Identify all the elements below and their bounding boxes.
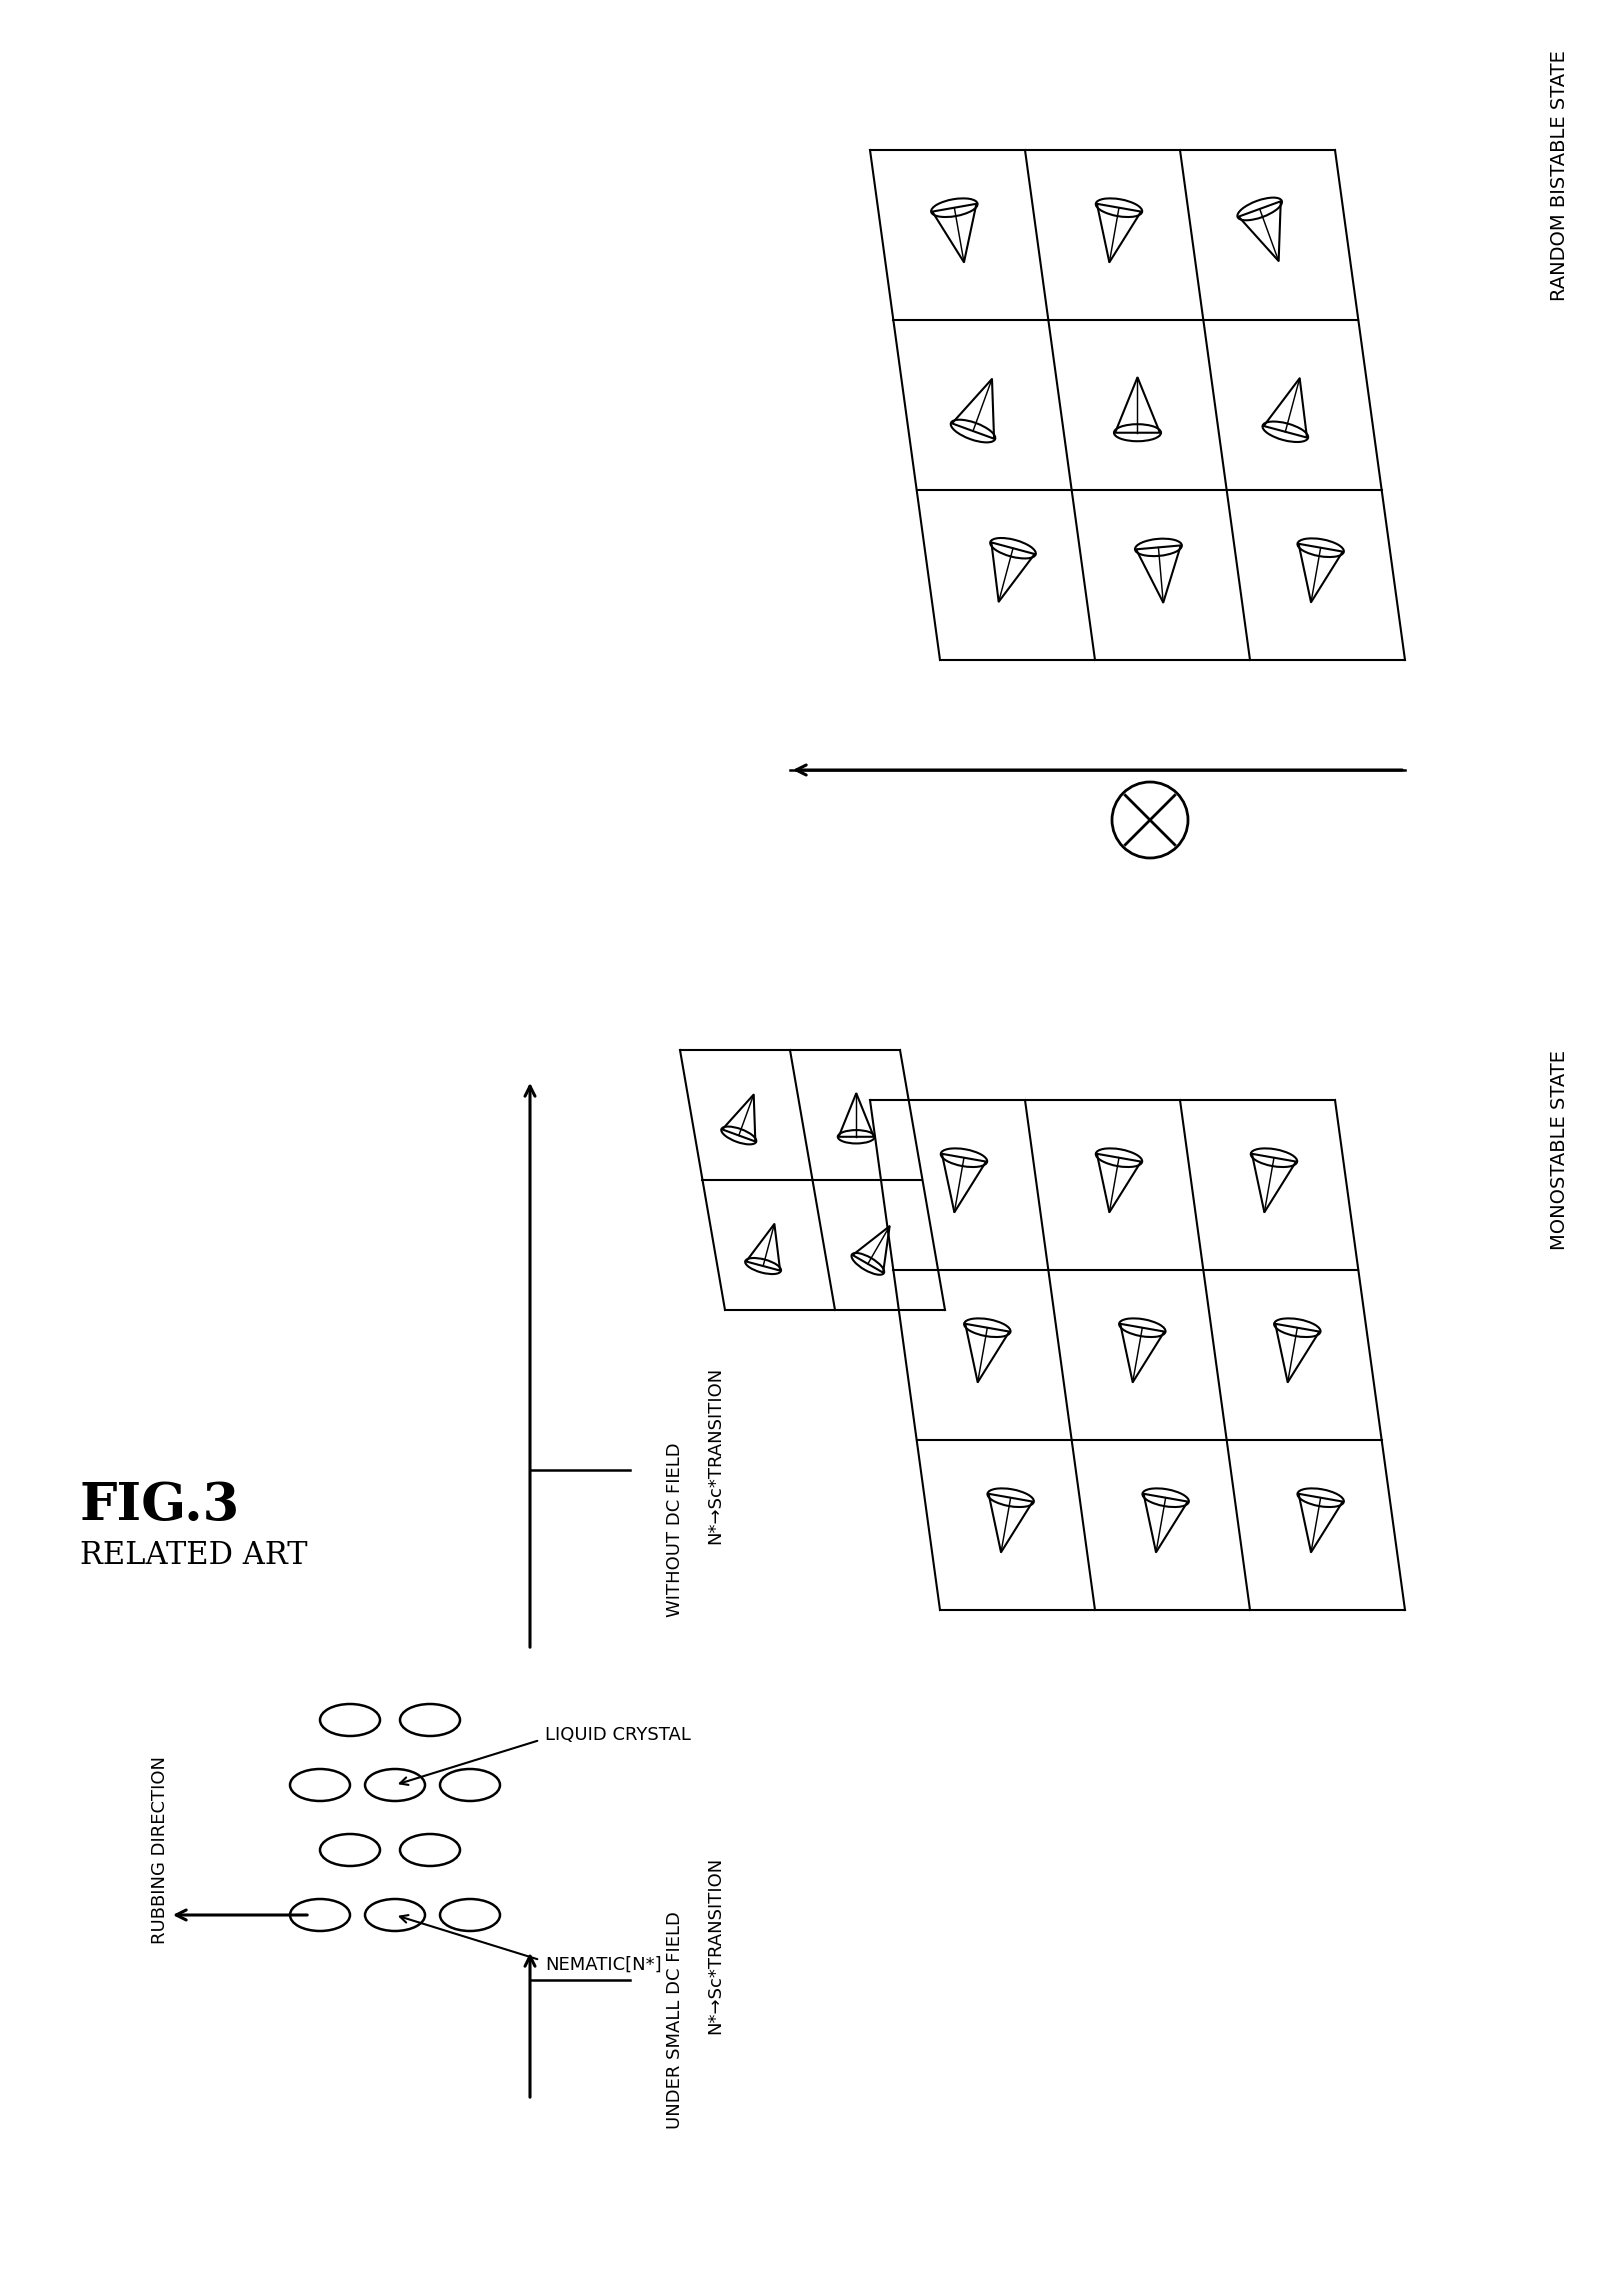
Text: RELATED ART: RELATED ART <box>81 1541 308 1571</box>
Text: NEMATIC[N*]: NEMATIC[N*] <box>546 1956 662 1974</box>
Text: RANDOM BISTABLE STATE: RANDOM BISTABLE STATE <box>1551 50 1569 300</box>
Text: RUBBING DIRECTION: RUBBING DIRECTION <box>152 1756 169 1944</box>
Text: FIG.3: FIG.3 <box>81 1479 240 1532</box>
Text: MONOSTABLE STATE: MONOSTABLE STATE <box>1551 1050 1569 1250</box>
Text: N*→Sc*TRANSITION: N*→Sc*TRANSITION <box>705 1857 725 2034</box>
Text: LIQUID CRYSTAL: LIQUID CRYSTAL <box>546 1727 691 1745</box>
Text: N*→Sc*TRANSITION: N*→Sc*TRANSITION <box>705 1367 725 1543</box>
Text: WITHOUT DC FIELD: WITHOUT DC FIELD <box>667 1442 684 1617</box>
Text: UNDER SMALL DC FIELD: UNDER SMALL DC FIELD <box>667 1910 684 2128</box>
